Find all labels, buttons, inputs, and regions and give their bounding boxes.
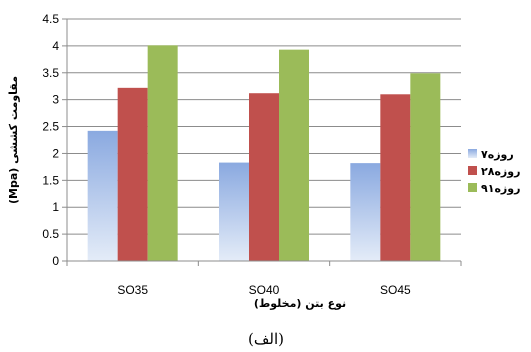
y-tick-label: 3.5 xyxy=(42,66,59,80)
legend-swatch xyxy=(468,149,477,158)
bar xyxy=(380,94,411,262)
y-tick-label: 0 xyxy=(52,254,59,268)
y-tick-label: 2 xyxy=(52,146,59,160)
figure-caption: (الف) xyxy=(248,330,284,348)
legend: ۷روزه ۲۸روزه ۹۱روزه xyxy=(468,148,520,195)
bar xyxy=(147,45,178,262)
y-tick-label: 1 xyxy=(52,200,59,214)
bar xyxy=(279,49,309,261)
y-tick-label: 4 xyxy=(52,39,59,53)
bar xyxy=(219,162,249,261)
x-axis-categories: SO35 SO40 SO45 xyxy=(117,283,411,297)
y-tick-label: 2.5 xyxy=(42,120,59,134)
x-category-label: SO40 xyxy=(249,283,280,297)
x-category-label: SO45 xyxy=(380,283,411,297)
legend-swatch xyxy=(468,183,477,192)
y-tick-label: 3 xyxy=(52,93,59,107)
x-category-label: SO35 xyxy=(117,283,148,297)
legend-label: ۷روزه xyxy=(481,148,514,161)
bar xyxy=(410,73,441,261)
bar xyxy=(117,87,148,261)
bar xyxy=(350,163,381,261)
bar xyxy=(87,130,118,261)
legend-label: ۲۸روزه xyxy=(481,165,520,178)
y-tick-label: 1.5 xyxy=(42,173,59,187)
axes xyxy=(66,19,462,266)
y-tick-label: 4.5 xyxy=(42,12,59,26)
bars xyxy=(87,45,441,262)
y-axis-title: مقاومت کششی (Mpa) xyxy=(7,76,20,204)
y-axis-ticks: 0 0.5 1 1.5 2 2.5 3 3.5 4 4.5 xyxy=(42,12,67,268)
x-axis-title: نوع بتن (مخلوط) xyxy=(254,297,346,310)
legend-swatch xyxy=(468,166,477,175)
bar xyxy=(249,93,279,261)
y-tick-label: 0.5 xyxy=(42,227,59,241)
legend-label: ۹۱روزه xyxy=(481,182,520,195)
